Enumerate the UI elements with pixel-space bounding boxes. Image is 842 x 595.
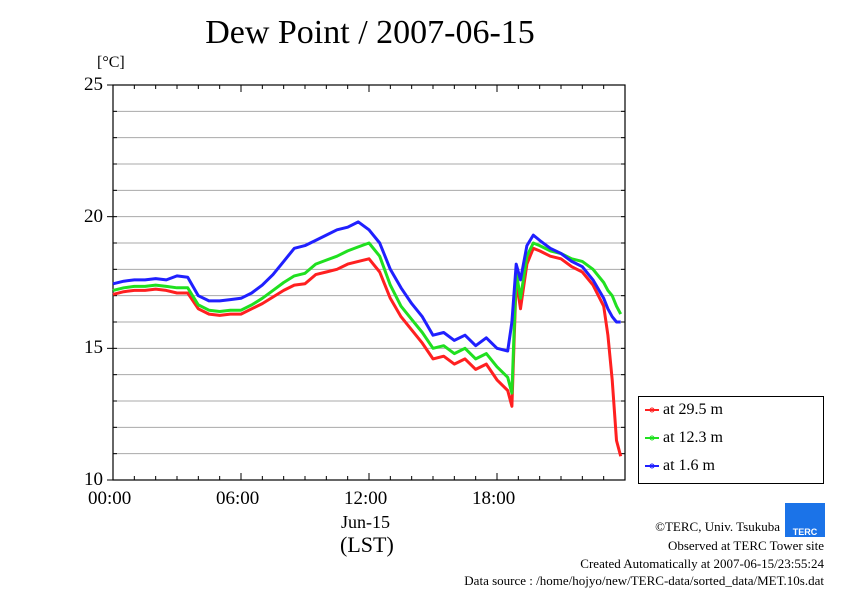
- data-source-text: Data source : /home/hojyo/new/TERC-data/…: [464, 573, 824, 588]
- x-tick-label: 12:00: [344, 488, 388, 509]
- observed-text: Observed at TERC Tower site: [667, 538, 824, 553]
- y-tick-label: 15: [84, 337, 103, 359]
- legend-label: at 12.3 m: [663, 429, 723, 446]
- legend-marker: [645, 463, 659, 469]
- legend-marker: [645, 435, 659, 441]
- copyright-text: ©TERC, Univ. Tsukuba: [655, 519, 780, 534]
- y-tick-label: 10: [84, 469, 103, 490]
- y-axis-unit: [°C]: [97, 54, 125, 71]
- legend-label: at 1.6 m: [663, 457, 715, 474]
- x-axis-sublabel: (LST): [340, 532, 394, 557]
- x-tick-label: 06:00: [216, 488, 260, 509]
- y-tick-label: 25: [84, 74, 103, 95]
- legend-entry: at 29.5 m: [645, 401, 723, 419]
- y-tick-label: 20: [84, 205, 103, 227]
- terc-logo: TERC: [785, 503, 825, 537]
- chart-title: Dew Point / 2007-06-15: [205, 14, 535, 51]
- x-tick-label: 18:00: [472, 488, 516, 509]
- series-line-2: [112, 220, 621, 353]
- series-line-0: [112, 246, 623, 457]
- x-axis-label: Jun-15: [341, 512, 390, 532]
- legend-entry: at 12.3 m: [645, 429, 723, 447]
- created-text: Created Automatically at 2007-06-15/23:5…: [580, 556, 824, 571]
- legend-entry: at 1.6 m: [645, 457, 715, 475]
- legend-marker: [645, 407, 659, 413]
- legend: at 29.5 m at 12.3 m at 1.6 m: [638, 396, 824, 484]
- legend-label: at 29.5 m: [663, 401, 723, 418]
- series-line-1: [112, 241, 623, 395]
- x-tick-label: 00:00: [88, 488, 132, 509]
